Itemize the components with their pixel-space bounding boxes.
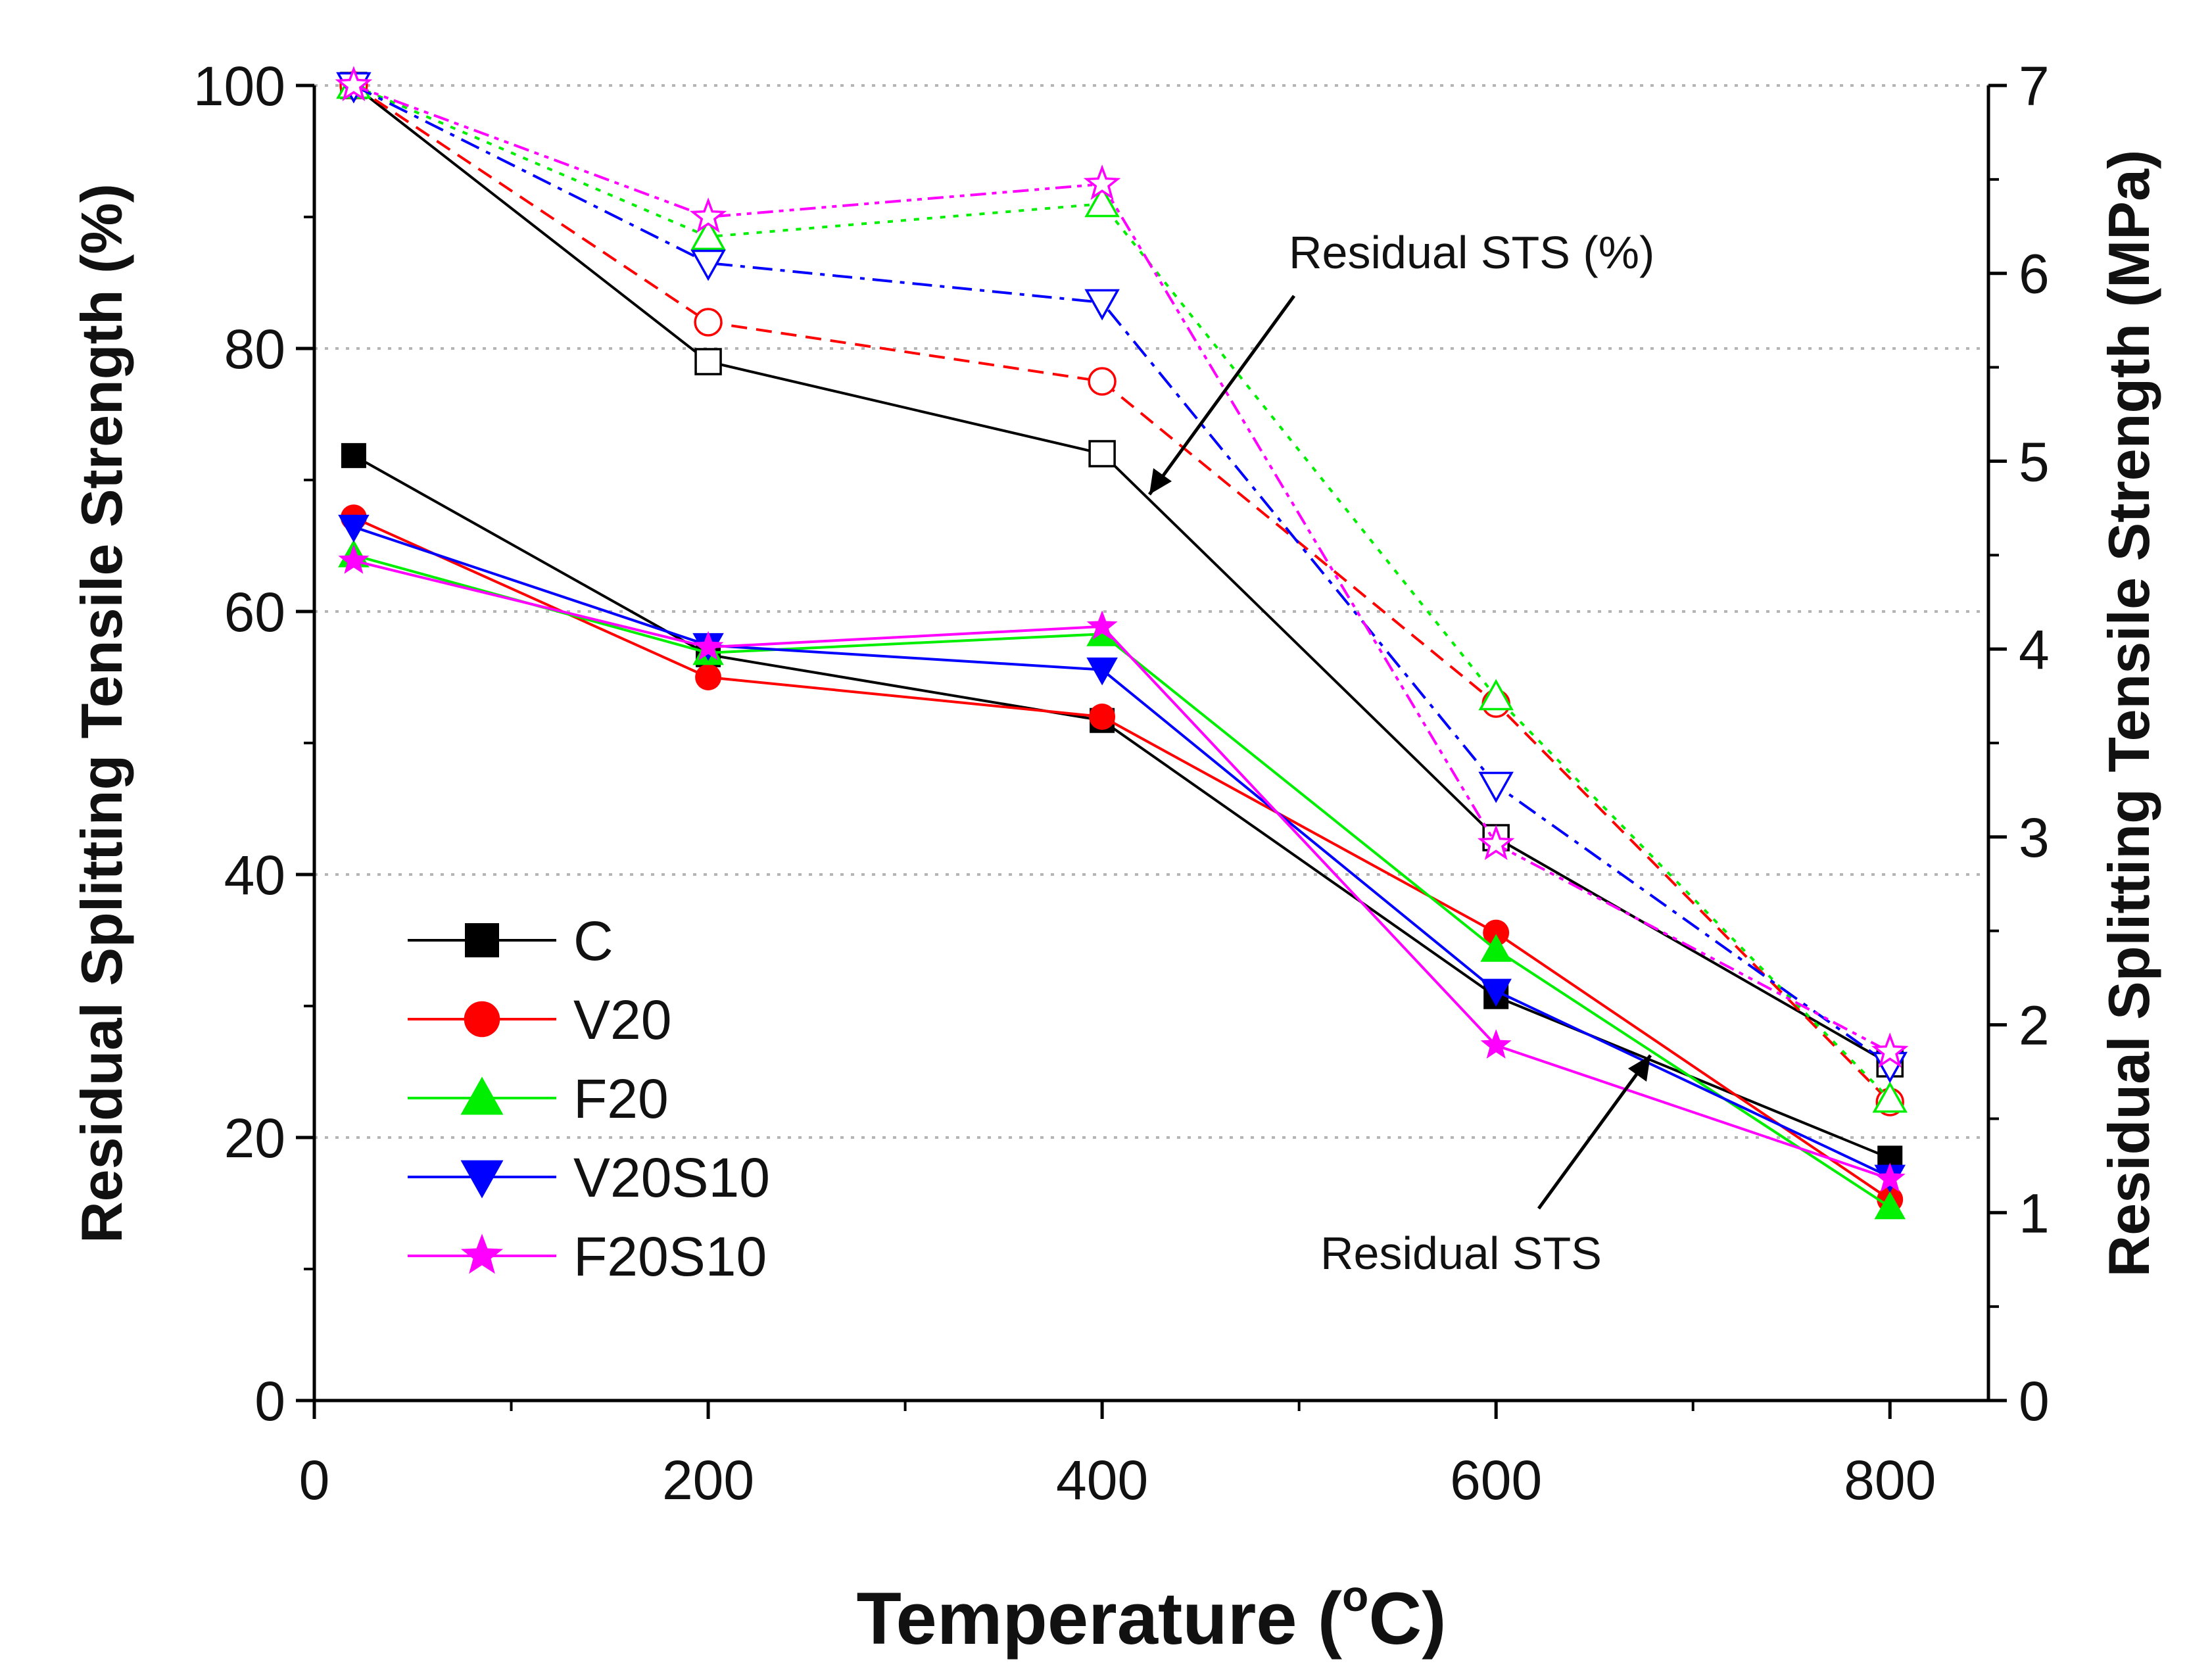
y-tick-label-20: 20	[224, 1107, 285, 1169]
annotation-residual-arrow	[1537, 1054, 1652, 1210]
legend-marker-F20	[460, 1076, 504, 1115]
series-F20S10-strength-point-800	[1874, 1163, 1906, 1192]
y2-tick-label-6: 6	[2019, 243, 2050, 305]
x-tick-label-800: 800	[1844, 1449, 1936, 1511]
legend-item-C: C	[408, 910, 613, 972]
legend-item-V20: V20	[408, 989, 671, 1051]
annotations: Residual STS (%) Residual STS	[1147, 227, 1654, 1279]
series-V20S10-strength-point-400	[1086, 658, 1118, 686]
legend-label-V20: V20	[573, 989, 671, 1051]
legend-marker-F20S10	[460, 1234, 504, 1274]
y2-tick-label-7: 7	[2019, 55, 2050, 117]
y2-tick-label-5: 5	[2019, 431, 2050, 492]
series-F20S10-residual-point-400	[1083, 164, 1121, 201]
annotation-residual: Residual STS	[1320, 1228, 1602, 1279]
series-V20S10-residual-point-400	[1084, 289, 1120, 321]
x-tick-label-400: 400	[1056, 1449, 1148, 1511]
series-F20S10-residual-percent-line	[353, 84, 1891, 1053]
series-V20S10-strength-point-600	[1480, 978, 1512, 1007]
y2-tick-label-0: 0	[2019, 1370, 2050, 1432]
series-F20S10	[335, 66, 1909, 1192]
series-F20-residual-point-600	[1478, 679, 1514, 711]
y2-tick-label-1: 1	[2019, 1182, 2050, 1244]
y-tick-label-0: 0	[254, 1370, 285, 1432]
series-V20-strength-point-200	[695, 664, 722, 690]
legend-item-V20S10: V20S10	[408, 1147, 770, 1209]
series-F20-residual-point-400	[1084, 185, 1120, 218]
y-tick-label-100: 100	[193, 55, 285, 117]
legend-label-F20: F20	[573, 1068, 669, 1130]
series-F20S10-residual-point-20	[335, 66, 373, 102]
legend-item-F20: F20	[408, 1068, 669, 1130]
series-V20S10-residual-point-200	[690, 249, 726, 281]
x-axis-title: Temperature (oC)	[856, 1571, 1446, 1660]
y2-tick-label-4: 4	[2019, 619, 2050, 681]
legend-label-C: C	[573, 910, 613, 972]
series-V20-residual-point-400	[1088, 367, 1117, 396]
y-tick-label-80: 80	[224, 318, 285, 380]
series-V20S10-residual-point-600	[1478, 771, 1514, 803]
x-tick-label-200: 200	[662, 1449, 754, 1511]
y2-tick-label-3: 3	[2019, 807, 2050, 869]
y2-axis-title: Residual Splitting Tensile Strength (MPa…	[2096, 150, 2161, 1278]
x-axis-title-degree: o	[1342, 1571, 1368, 1620]
y-axis-title: Residual Splitting Tensile Strength (%)	[69, 183, 134, 1243]
series-F20S10-residual-point-800	[1871, 1032, 1909, 1068]
series-F20-residual-point-200	[690, 218, 726, 251]
annotation-residual-percent: Residual STS (%)	[1289, 227, 1654, 278]
series-C-residual-point-200	[694, 348, 722, 375]
series-F20S10-strength-point-20	[338, 544, 370, 574]
y-tick-label-40: 40	[224, 844, 285, 906]
legend-item-F20S10: F20S10	[408, 1226, 767, 1287]
series-layer	[335, 66, 1909, 1220]
series-V20-strength-point-400	[1089, 704, 1116, 730]
annotation-residual-percent-arrow	[1147, 295, 1296, 496]
series-V20S10-strength-point-20	[338, 514, 370, 543]
series-C-strength-point-20	[341, 443, 366, 468]
series-V20-strength-point-600	[1483, 919, 1510, 946]
x-axis-title-main: Temperature (	[856, 1577, 1342, 1660]
y2-tick-label-2: 2	[2019, 995, 2050, 1057]
series-F20S10-strength-point-400	[1086, 610, 1118, 640]
y-tick-label-60: 60	[224, 581, 285, 643]
annotation-residual-arrowhead	[1628, 1055, 1650, 1082]
series-F20S10-strength-point-200	[692, 631, 724, 661]
legend-label-F20S10: F20S10	[573, 1226, 767, 1287]
legend-marker-C	[465, 923, 499, 957]
series-F20-strength-point-800	[1874, 1191, 1906, 1220]
series-F20S10-strength-point-600	[1480, 1029, 1512, 1059]
legend-marker-V20	[464, 1001, 500, 1038]
legend-label-V20S10: V20S10	[573, 1147, 770, 1209]
legend-marker-V20S10	[460, 1160, 504, 1199]
x-tick-label-600: 600	[1450, 1449, 1542, 1511]
x-tick-label-0: 0	[299, 1449, 330, 1511]
x-axis-title-end: C)	[1368, 1577, 1446, 1660]
series-V20-residual-point-200	[694, 308, 723, 337]
axes: 0 200 400 600 800 0 20 40 60 80 100 0 1 2 3 4 5 6 7	[193, 55, 2050, 1511]
series-F20-residual-point-800	[1872, 1081, 1908, 1113]
series-F20S10-residual-point-600	[1477, 825, 1515, 861]
series-C-strength-line	[352, 454, 1890, 1160]
legend: C V20 F20 V20S10 F20S10	[408, 910, 770, 1287]
series-F20S10-residual-point-200	[689, 197, 727, 233]
series-F20-strength-point-600	[1480, 934, 1512, 962]
series-C-residual-point-400	[1088, 440, 1116, 467]
annotation-residual-percent-arrowhead	[1149, 468, 1172, 494]
